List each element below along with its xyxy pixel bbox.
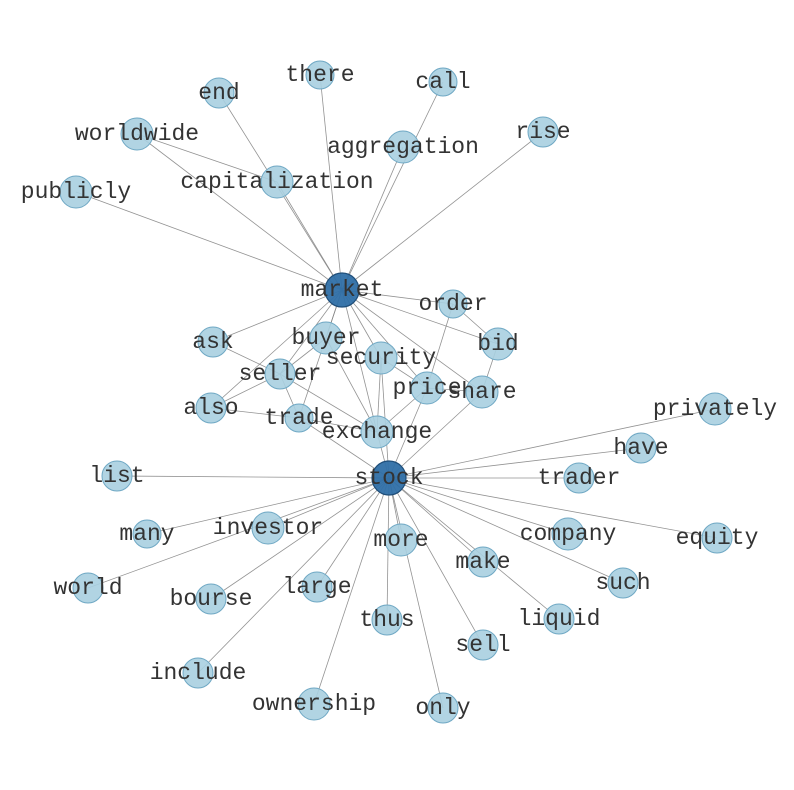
svg-text:ownership: ownership xyxy=(252,691,376,717)
svg-text:more: more xyxy=(373,527,428,553)
svg-text:make: make xyxy=(455,549,510,575)
svg-text:world: world xyxy=(53,575,122,601)
svg-text:large: large xyxy=(282,574,351,600)
svg-text:aggregation: aggregation xyxy=(327,134,479,160)
svg-text:thus: thus xyxy=(359,607,414,633)
svg-text:such: such xyxy=(595,570,650,596)
svg-text:market: market xyxy=(301,277,384,303)
svg-text:trader: trader xyxy=(538,465,621,491)
svg-text:have: have xyxy=(613,435,668,461)
svg-text:also: also xyxy=(183,395,238,421)
svg-text:liquid: liquid xyxy=(518,606,601,632)
svg-text:exchange: exchange xyxy=(322,419,432,445)
svg-text:publicly: publicly xyxy=(21,179,132,205)
svg-text:only: only xyxy=(415,695,470,721)
svg-text:seller: seller xyxy=(239,361,322,387)
svg-text:privately: privately xyxy=(653,396,777,422)
svg-text:order: order xyxy=(418,291,487,317)
svg-text:sell: sell xyxy=(455,632,510,658)
svg-text:many: many xyxy=(119,521,174,547)
svg-text:rise: rise xyxy=(515,119,570,145)
svg-text:worldwide: worldwide xyxy=(75,121,199,147)
svg-text:end: end xyxy=(198,80,239,106)
svg-text:investor: investor xyxy=(213,515,323,541)
svg-text:capitalization: capitalization xyxy=(180,169,373,195)
svg-text:bid: bid xyxy=(477,331,518,357)
svg-text:call: call xyxy=(415,69,470,95)
svg-text:ask: ask xyxy=(192,329,233,355)
svg-text:there: there xyxy=(285,62,354,88)
svg-text:share: share xyxy=(447,379,516,405)
svg-text:list: list xyxy=(89,463,144,489)
svg-text:security: security xyxy=(326,345,437,371)
svg-text:include: include xyxy=(150,660,247,686)
svg-text:stock: stock xyxy=(354,465,423,491)
svg-text:equity: equity xyxy=(676,525,759,551)
svg-text:company: company xyxy=(520,521,617,547)
svg-text:bourse: bourse xyxy=(170,586,253,612)
